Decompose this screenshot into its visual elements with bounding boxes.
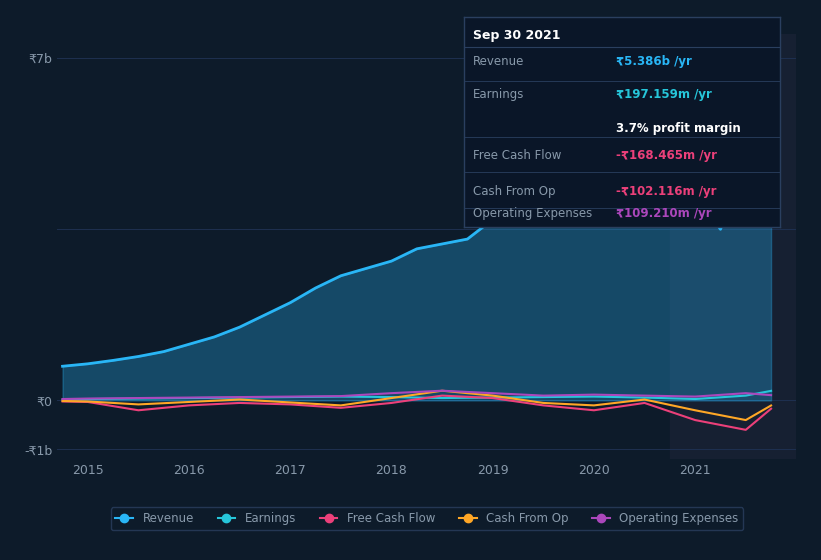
Text: Earnings: Earnings bbox=[474, 88, 525, 101]
Bar bbox=[670, 34, 796, 459]
Text: ₹109.210m /yr: ₹109.210m /yr bbox=[616, 208, 711, 221]
Text: Cash From Op: Cash From Op bbox=[474, 185, 556, 198]
Text: ₹5.386b /yr: ₹5.386b /yr bbox=[616, 55, 691, 68]
Text: -₹102.116m /yr: -₹102.116m /yr bbox=[616, 185, 716, 198]
Text: Operating Expenses: Operating Expenses bbox=[474, 208, 593, 221]
Text: Free Cash Flow: Free Cash Flow bbox=[474, 149, 562, 162]
Text: ₹197.159m /yr: ₹197.159m /yr bbox=[616, 88, 712, 101]
Text: 3.7% profit margin: 3.7% profit margin bbox=[616, 122, 741, 135]
Text: Revenue: Revenue bbox=[474, 55, 525, 68]
Legend: Revenue, Earnings, Free Cash Flow, Cash From Op, Operating Expenses: Revenue, Earnings, Free Cash Flow, Cash … bbox=[111, 507, 743, 530]
Text: -₹168.465m /yr: -₹168.465m /yr bbox=[616, 149, 717, 162]
Text: Sep 30 2021: Sep 30 2021 bbox=[474, 30, 561, 43]
